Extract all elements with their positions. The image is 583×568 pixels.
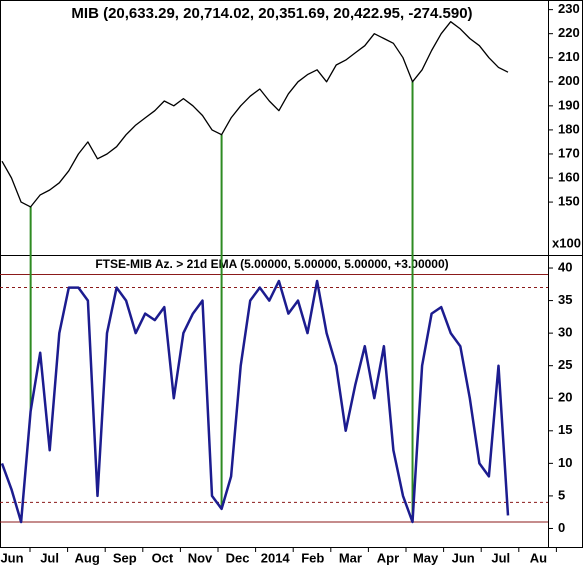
x-tick-label: Apr bbox=[377, 550, 399, 565]
x-tick-label: Nov bbox=[188, 550, 213, 565]
y-tick-label: 230 bbox=[558, 1, 580, 16]
indicator-line bbox=[0, 279, 510, 524]
x-tick-label: Jun bbox=[0, 550, 23, 565]
y-tick-label: 40 bbox=[558, 259, 572, 274]
y-tick-label: 20 bbox=[558, 390, 572, 405]
price-line bbox=[1, 21, 509, 208]
x-tick-label: Feb bbox=[301, 550, 324, 565]
y-tick-label: 190 bbox=[558, 97, 580, 112]
y-tick-label: 180 bbox=[558, 121, 580, 136]
y-tick-label: 10 bbox=[558, 455, 572, 470]
y-tick-label: 30 bbox=[558, 325, 572, 340]
x-tick-label: Aug bbox=[75, 550, 100, 565]
x-tick-label: Jul bbox=[491, 550, 510, 565]
y-tick-label: 210 bbox=[558, 49, 580, 64]
x-tick-label: Jul bbox=[40, 550, 59, 565]
x-tick-label: 2014 bbox=[261, 550, 291, 565]
y-tick-label: 170 bbox=[558, 145, 580, 160]
x-tick-label: Sep bbox=[113, 550, 137, 565]
y-tick-label: 220 bbox=[558, 25, 580, 40]
y-tick-label: 35 bbox=[558, 292, 572, 307]
chart-title: FTSE-MIB Az. > 21d EMA (5.00000, 5.00000… bbox=[95, 257, 448, 271]
x-tick-label: Oct bbox=[152, 550, 174, 565]
y-tick-label: 160 bbox=[558, 169, 580, 184]
x-tick-label: Dec bbox=[226, 550, 250, 565]
y-tick-label: 0 bbox=[558, 520, 565, 535]
chart-title: MIB (20,633.29, 20,714.02, 20,351.69, 20… bbox=[71, 5, 472, 22]
x-tick-label: May bbox=[413, 550, 439, 565]
x-tick-label: Jun bbox=[452, 550, 475, 565]
y-tick-label: 200 bbox=[558, 73, 580, 88]
frame bbox=[0, 0, 583, 548]
y-tick-label: 15 bbox=[558, 422, 572, 437]
x-tick-label: Mar bbox=[339, 550, 362, 565]
y-tick-label: 5 bbox=[558, 487, 565, 502]
y-tick-label: 25 bbox=[558, 357, 572, 372]
x-tick-label: Au bbox=[530, 550, 547, 565]
axis-multiplier: x100 bbox=[552, 235, 581, 250]
y-tick-label: 150 bbox=[558, 194, 580, 209]
